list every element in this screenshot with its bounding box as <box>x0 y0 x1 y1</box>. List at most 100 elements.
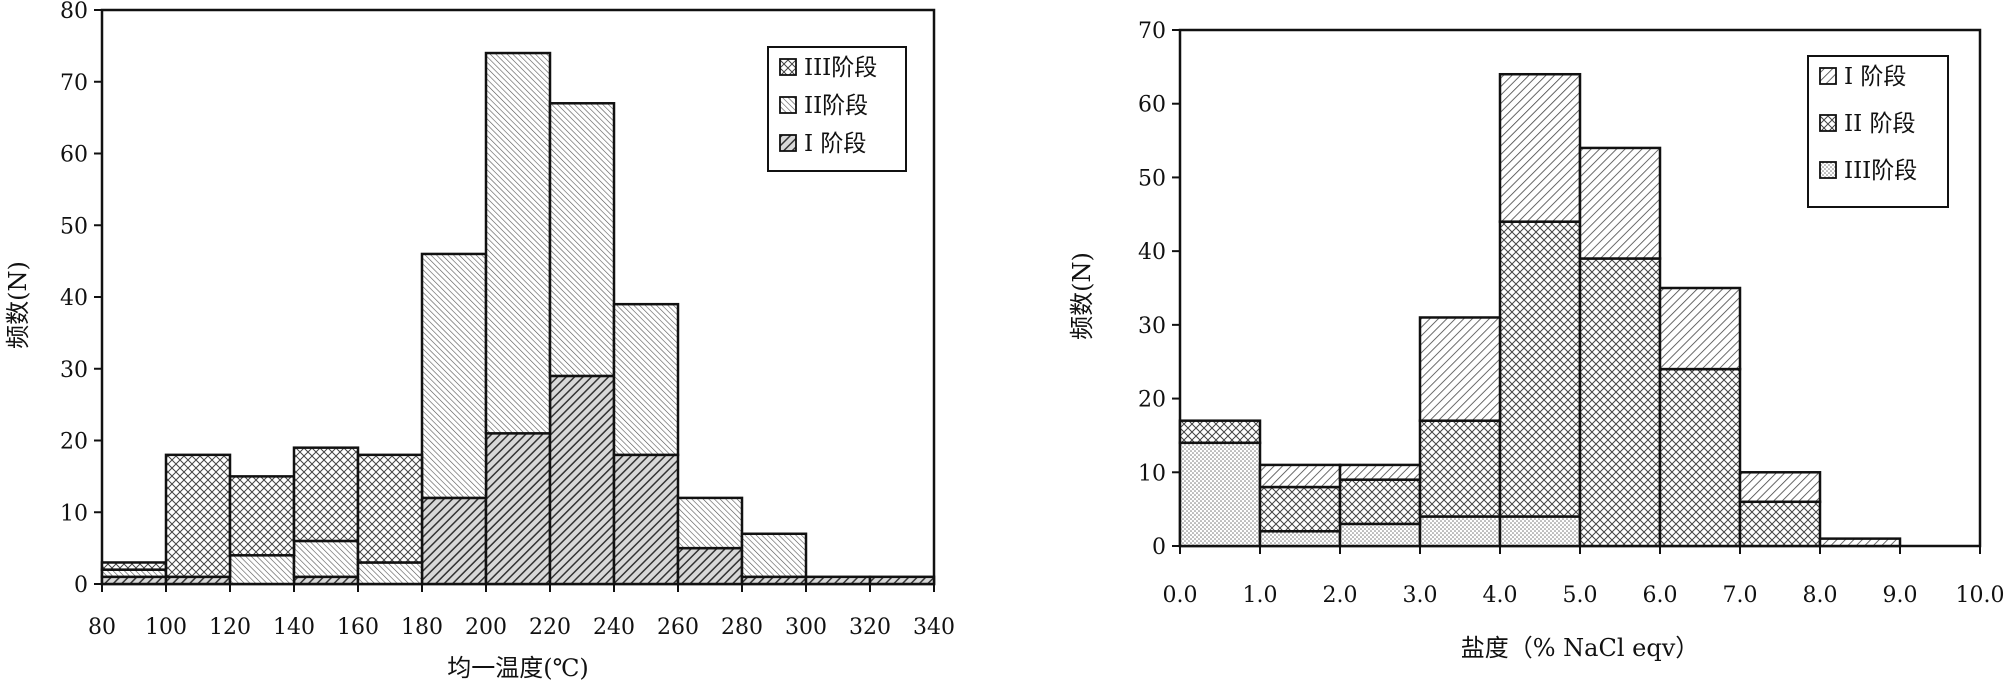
x-tick-label: 3.0 <box>1403 583 1438 608</box>
x-tick-label: 100 <box>145 615 187 640</box>
bar-0-1-9 <box>676 496 744 550</box>
bar-1-2-5 <box>1578 146 1662 260</box>
x-tick-label: 340 <box>913 615 955 640</box>
y-tick-label: 30 <box>1138 314 1166 339</box>
y-tick-label: 10 <box>60 501 88 526</box>
legend-entry: III阶段 <box>804 55 877 81</box>
y-tick-label: 0 <box>74 573 88 598</box>
bar-1-2-3 <box>1418 316 1502 422</box>
bar-0-0-6 <box>484 432 552 586</box>
x-tick-label: 320 <box>849 615 891 640</box>
x-tick-label: 80 <box>88 615 116 640</box>
bar-1-1-4 <box>1498 220 1582 518</box>
bar-0-0-11 <box>804 575 872 586</box>
x-tick-label: 240 <box>593 615 635 640</box>
y-tick-label: 10 <box>1138 461 1166 486</box>
bar-1-1-0 <box>1178 419 1262 445</box>
x-tick-label: 260 <box>657 615 699 640</box>
y-tick-label: 40 <box>60 286 88 311</box>
x-tick-label: 0.0 <box>1163 583 1198 608</box>
bar-1-1-3 <box>1418 419 1502 518</box>
y-tick-label: 50 <box>60 214 88 239</box>
y-axis-label: 频数(N) <box>1068 252 1096 340</box>
bar-0-1-10 <box>740 532 808 579</box>
legend-swatch <box>1819 114 1837 132</box>
bar-1-1-5 <box>1578 257 1662 548</box>
legend-swatch <box>1819 161 1837 179</box>
y-tick-label: 40 <box>1138 240 1166 265</box>
legend-entry: III阶段 <box>1844 158 1917 184</box>
bar-0-2-0 <box>100 561 168 571</box>
y-tick-label: 30 <box>60 358 88 383</box>
x-tick-label: 2.0 <box>1323 583 1358 608</box>
x-tick-label: 160 <box>337 615 379 640</box>
bar-0-1-4 <box>356 561 424 586</box>
x-tick-label: 300 <box>785 615 827 640</box>
legend-entry: I 阶段 <box>1844 64 1906 90</box>
bar-0-1-7 <box>548 102 616 378</box>
legend-swatch <box>779 58 797 76</box>
x-tick-label: 1.0 <box>1243 583 1278 608</box>
bar-1-1-1 <box>1258 485 1342 533</box>
x-tick-label: 8.0 <box>1803 583 1838 608</box>
bar-1-2-6 <box>1658 286 1742 371</box>
legend-swatch <box>1819 67 1837 85</box>
bar-0-0-12 <box>868 575 936 586</box>
bar-1-1-2 <box>1338 478 1422 526</box>
salinity-chart: 0 10 20 30 40 50 60 70 0.0 1.0 2.0 3.0 4.0 5.0 6.0 7.0 8… <box>1068 19 2004 662</box>
bar-1-1-6 <box>1658 367 1742 548</box>
legend-swatch <box>779 96 797 114</box>
bar-1-0-4 <box>1498 515 1582 548</box>
x-axis-label: 均一温度(℃) <box>447 654 589 682</box>
x-tick-label: 180 <box>401 615 443 640</box>
bar-0-2-1 <box>164 453 232 579</box>
bar-1-0-1 <box>1258 530 1342 548</box>
bar-0-1-6 <box>484 51 552 435</box>
legend-entry: II阶段 <box>804 93 868 119</box>
bar-1-0-0 <box>1178 441 1262 548</box>
bar-1-0-2 <box>1338 522 1422 548</box>
bar-0-1-8 <box>612 302 680 457</box>
bar-0-2-2 <box>228 475 296 557</box>
y-tick-label: 20 <box>1138 388 1166 413</box>
bar-0-0-7 <box>548 374 616 586</box>
bar-0-1-5 <box>420 252 488 500</box>
x-tick-label: 4.0 <box>1483 583 1518 608</box>
homogenization-temperature-chart: 0 10 20 30 40 50 60 70 80 80 100 120 140 160 180 200 220… <box>4 0 955 682</box>
bar-0-2-3 <box>292 446 360 543</box>
y-tick-label: 70 <box>60 71 88 96</box>
x-tick-label: 280 <box>721 615 763 640</box>
legend-entry: II 阶段 <box>1844 111 1915 137</box>
bar-1-1-7 <box>1738 500 1822 548</box>
x-tick-label: 120 <box>209 615 251 640</box>
bar-0-0-9 <box>676 546 744 586</box>
y-tick-label: 80 <box>60 0 88 24</box>
y-tick-label: 60 <box>60 143 88 168</box>
x-tick-label: 6.0 <box>1643 583 1678 608</box>
bar-1-2-8 <box>1818 537 1902 548</box>
x-tick-label: 5.0 <box>1563 583 1598 608</box>
x-tick-label: 10.0 <box>1956 583 2005 608</box>
y-tick-label: 60 <box>1138 93 1166 118</box>
bar-0-1-2 <box>228 554 296 586</box>
y-tick-label: 20 <box>60 430 88 455</box>
x-tick-label: 140 <box>273 615 315 640</box>
y-axis-label: 频数(N) <box>4 261 32 349</box>
x-tick-label: 220 <box>529 615 571 640</box>
bar-1-2-2 <box>1338 463 1422 481</box>
bar-1-0-3 <box>1418 515 1502 548</box>
bar-1-2-4 <box>1498 72 1582 223</box>
y-tick-label: 0 <box>1152 535 1166 560</box>
y-tick-label: 70 <box>1138 19 1166 44</box>
x-tick-label: 200 <box>465 615 507 640</box>
bar-0-2-4 <box>356 453 424 564</box>
legend-entry: I 阶段 <box>804 131 866 157</box>
bar-1-2-1 <box>1258 463 1342 489</box>
bar-1-2-7 <box>1738 471 1822 504</box>
legend-swatch <box>779 134 797 152</box>
bar-0-0-8 <box>612 453 680 586</box>
x-tick-label: 9.0 <box>1883 583 1918 608</box>
x-axis-label: 盐度（% NaCl eqv） <box>1461 634 1700 662</box>
y-tick-label: 50 <box>1138 166 1166 191</box>
